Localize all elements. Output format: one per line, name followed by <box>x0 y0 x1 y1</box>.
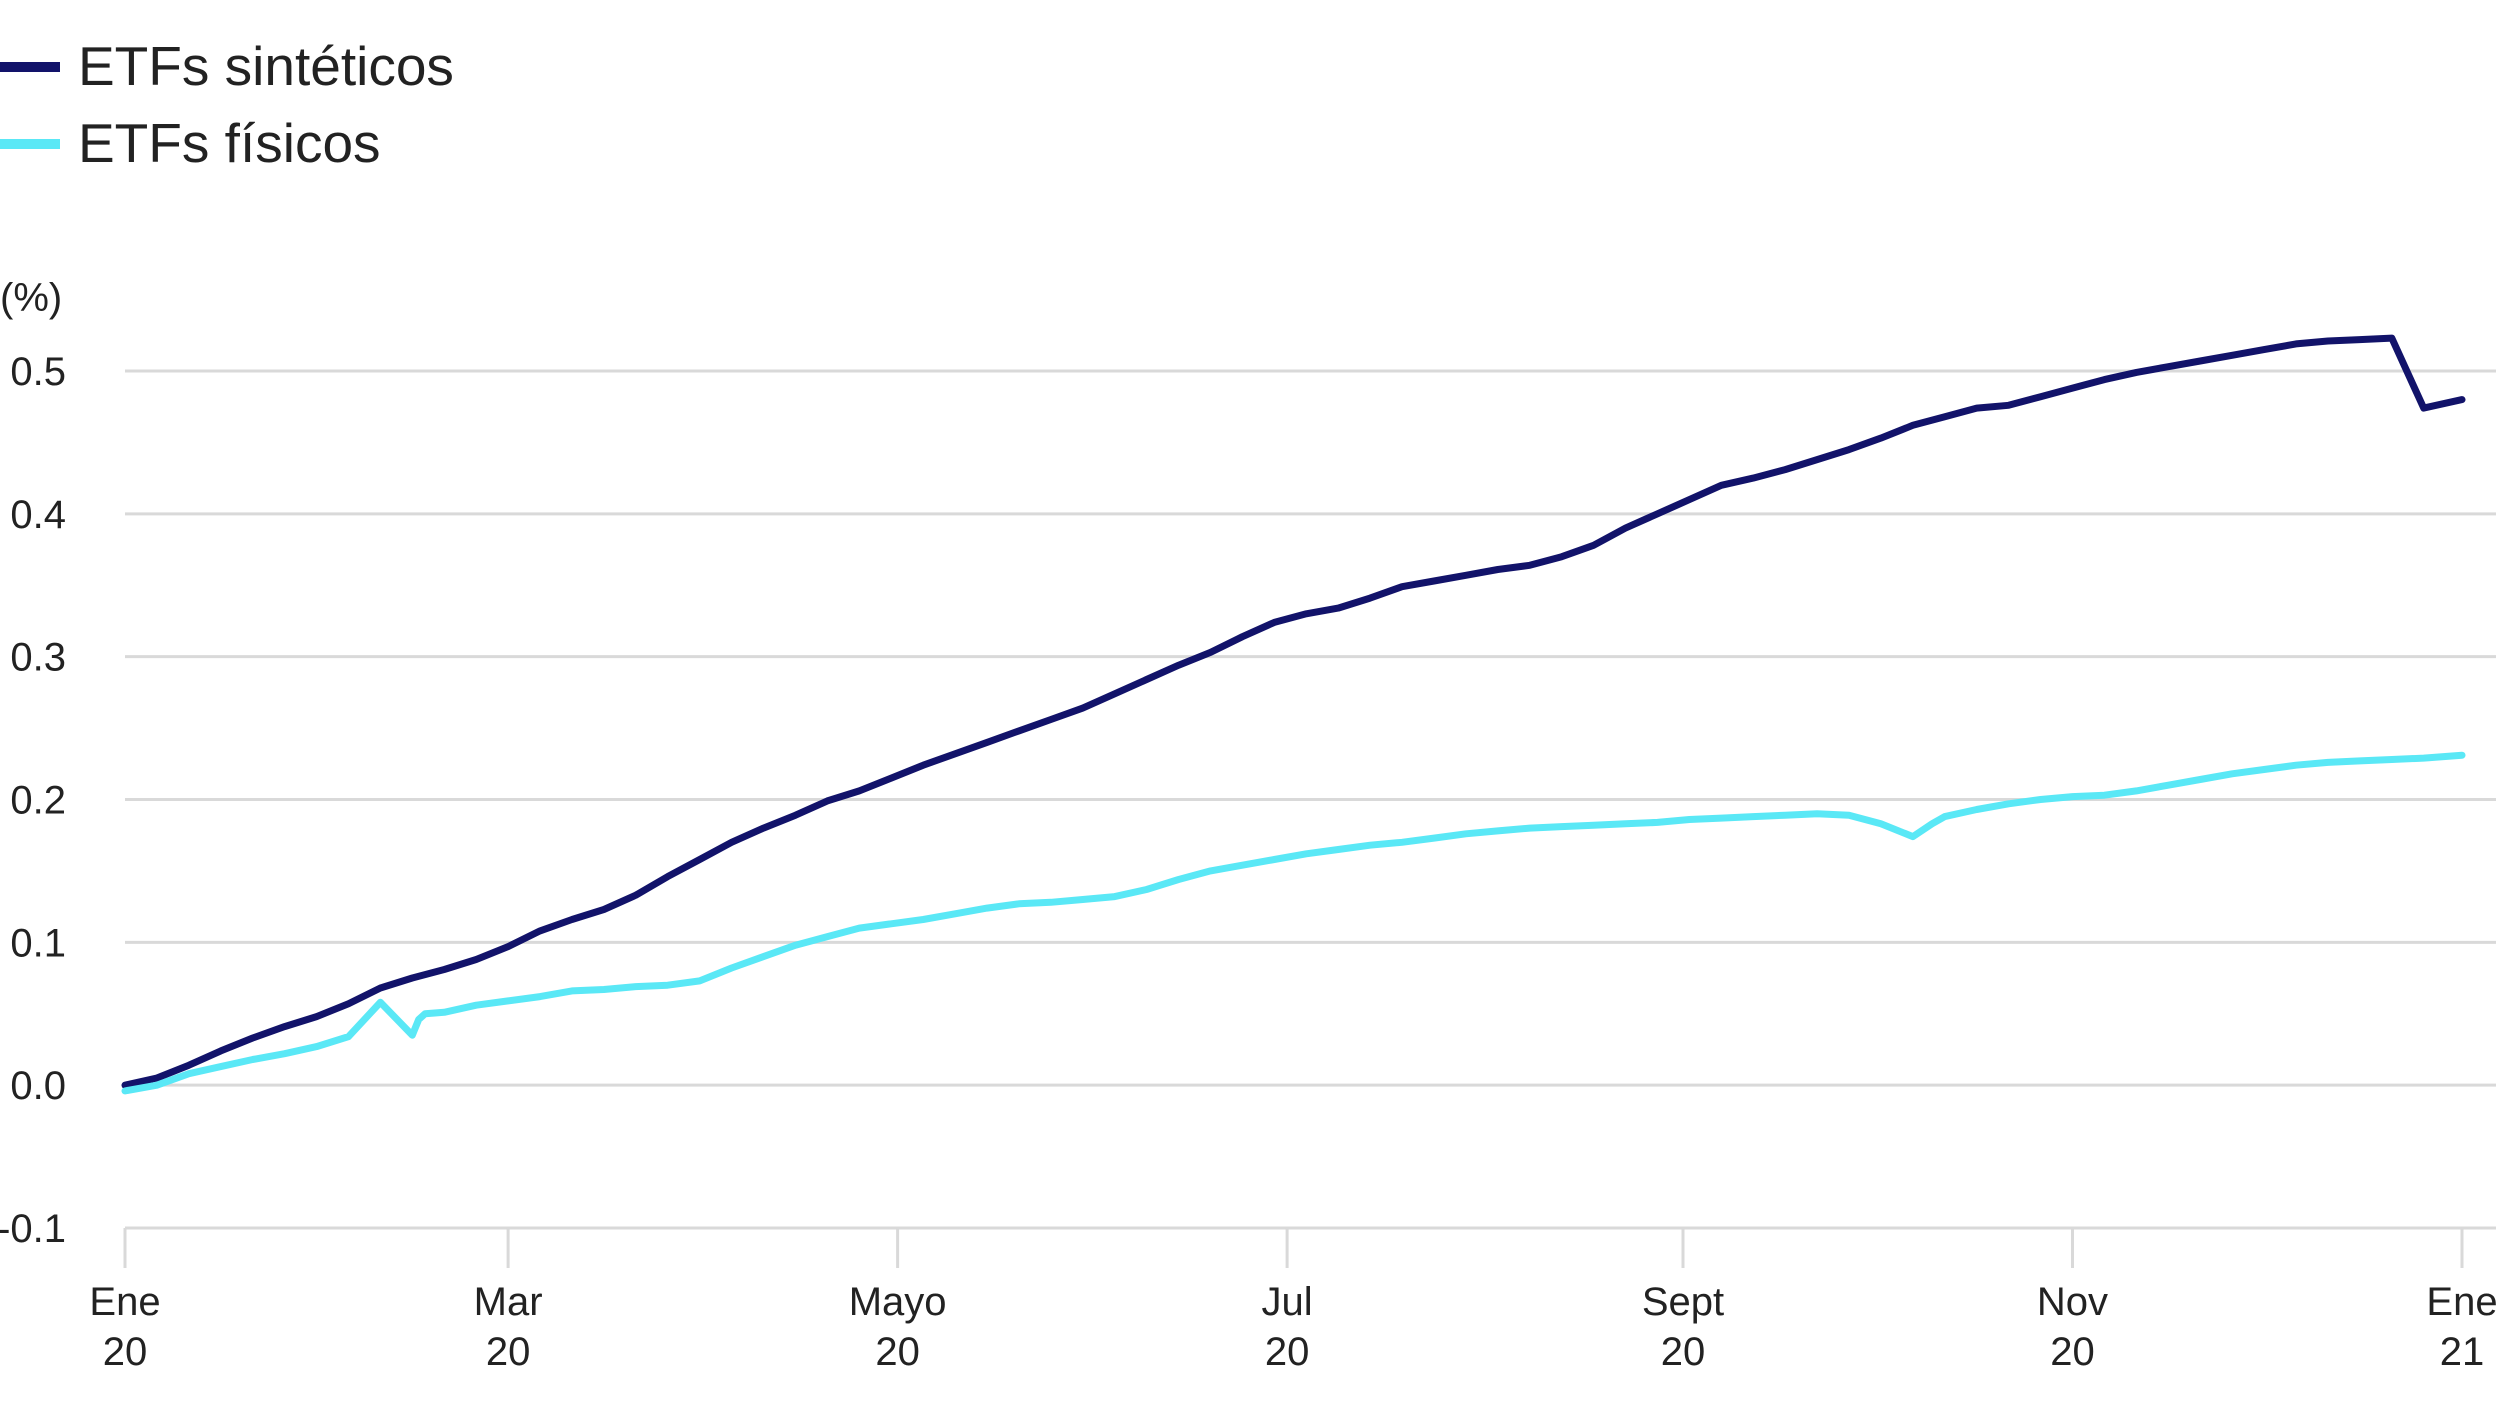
y-tick-label: 0.1 <box>10 921 66 965</box>
y-unit-label: (%) <box>0 276 62 320</box>
x-tick-label: Jul <box>1262 1280 1313 1324</box>
x-tick-label-year: 20 <box>2050 1330 2095 1374</box>
legend: ETFs sintéticos ETFs físicos <box>0 28 454 182</box>
y-tick-label: 0.2 <box>10 779 66 823</box>
x-tick-label: Nov <box>2037 1280 2108 1324</box>
x-tick-label-year: 20 <box>486 1330 531 1374</box>
x-tick-label: Sept <box>1642 1280 1724 1324</box>
y-tick-label: 0.4 <box>10 493 66 537</box>
legend-swatch-fisicos <box>0 138 60 149</box>
y-tick-label: 0.0 <box>10 1064 66 1108</box>
y-tick-label: -0.1 <box>0 1207 66 1251</box>
x-tick-label: Mar <box>474 1280 543 1324</box>
y-axis: 0.5 0.4 0.3 0.2 0.1 0.0 -0.1 <box>0 350 66 1251</box>
gridlines <box>125 369 2496 1230</box>
x-axis: Ene 20 Mar 20 Mayo 20 Jul 20 Sept 20 Nov 20 Ene 21 <box>89 1228 2496 1374</box>
y-tick-label: 0.3 <box>10 636 66 680</box>
series-line-sinteticos <box>121 334 2466 1089</box>
legend-label-sinteticos: ETFs sintéticos <box>78 35 454 97</box>
x-tick-label: Ene <box>2426 1280 2496 1324</box>
x-tick-label: Ene <box>89 1280 160 1324</box>
x-tick-label-year: 20 <box>1265 1330 1310 1374</box>
legend-label-fisicos: ETFs físicos <box>78 112 381 174</box>
legend-item-fisicos: ETFs físicos <box>0 105 454 182</box>
x-tick-label-year: 20 <box>875 1330 920 1374</box>
x-tick-label-year: 21 <box>2440 1330 2485 1374</box>
x-tick-label: Mayo <box>849 1280 947 1324</box>
y-tick-label: 0.5 <box>10 350 66 394</box>
x-tick-label-year: 20 <box>1661 1330 1706 1374</box>
x-tick-label-year: 20 <box>103 1330 148 1374</box>
series-line-fisicos <box>121 751 2466 1095</box>
legend-item-sinteticos: ETFs sintéticos <box>0 28 454 105</box>
series-lines <box>121 334 2466 1095</box>
legend-swatch-sinteticos <box>0 61 60 72</box>
